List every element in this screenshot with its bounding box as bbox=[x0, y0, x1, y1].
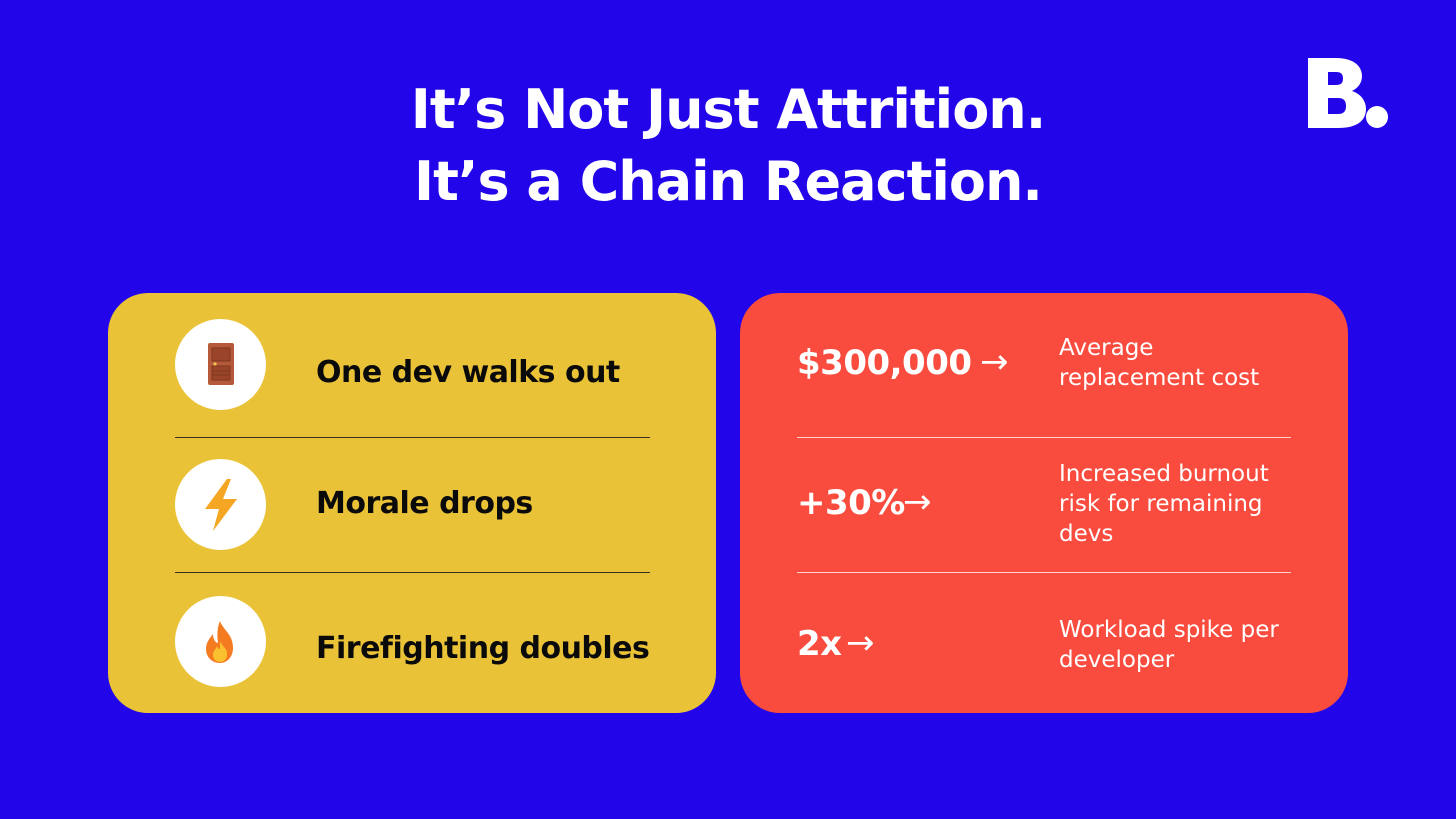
icon-badge-lightning bbox=[175, 459, 266, 550]
chain-reaction-card: One dev walks out Morale drops Firefight… bbox=[108, 293, 716, 713]
divider bbox=[175, 437, 650, 438]
title-line-1: It’s Not Just Attrition. bbox=[410, 78, 1047, 141]
stat-value: 2x bbox=[797, 624, 842, 664]
page-title: It’s Not Just Attrition. It’s a Chain Re… bbox=[0, 74, 1456, 218]
lightning-icon bbox=[205, 479, 237, 531]
divider bbox=[797, 572, 1291, 573]
stat-description: Average replacement cost bbox=[1059, 335, 1260, 391]
chain-step-label: Firefighting doubles bbox=[316, 631, 650, 666]
impact-stats-card: $300,000 → Average replacement cost +30%… bbox=[740, 293, 1348, 713]
chain-step-label: Morale drops bbox=[316, 486, 533, 521]
arrow-right-icon: → bbox=[846, 623, 875, 663]
brand-logo: B. bbox=[1308, 58, 1388, 128]
icon-badge-door bbox=[175, 319, 266, 410]
divider bbox=[175, 572, 650, 573]
arrow-right-icon: → bbox=[903, 482, 932, 522]
stat-description: Workload spike per developer bbox=[1059, 617, 1279, 673]
divider bbox=[797, 437, 1291, 438]
door-icon bbox=[208, 343, 234, 385]
fire-icon bbox=[206, 621, 233, 663]
icon-badge-fire bbox=[175, 596, 266, 687]
stat-value: +30% bbox=[797, 483, 905, 523]
chain-step-label: One dev walks out bbox=[316, 355, 620, 390]
stat-description: Increased burnout risk for remaining dev… bbox=[1059, 461, 1269, 547]
stat-value: $300,000 bbox=[797, 343, 972, 383]
arrow-right-icon: → bbox=[980, 342, 1009, 382]
title-line-2: It’s a Chain Reaction. bbox=[414, 150, 1043, 213]
